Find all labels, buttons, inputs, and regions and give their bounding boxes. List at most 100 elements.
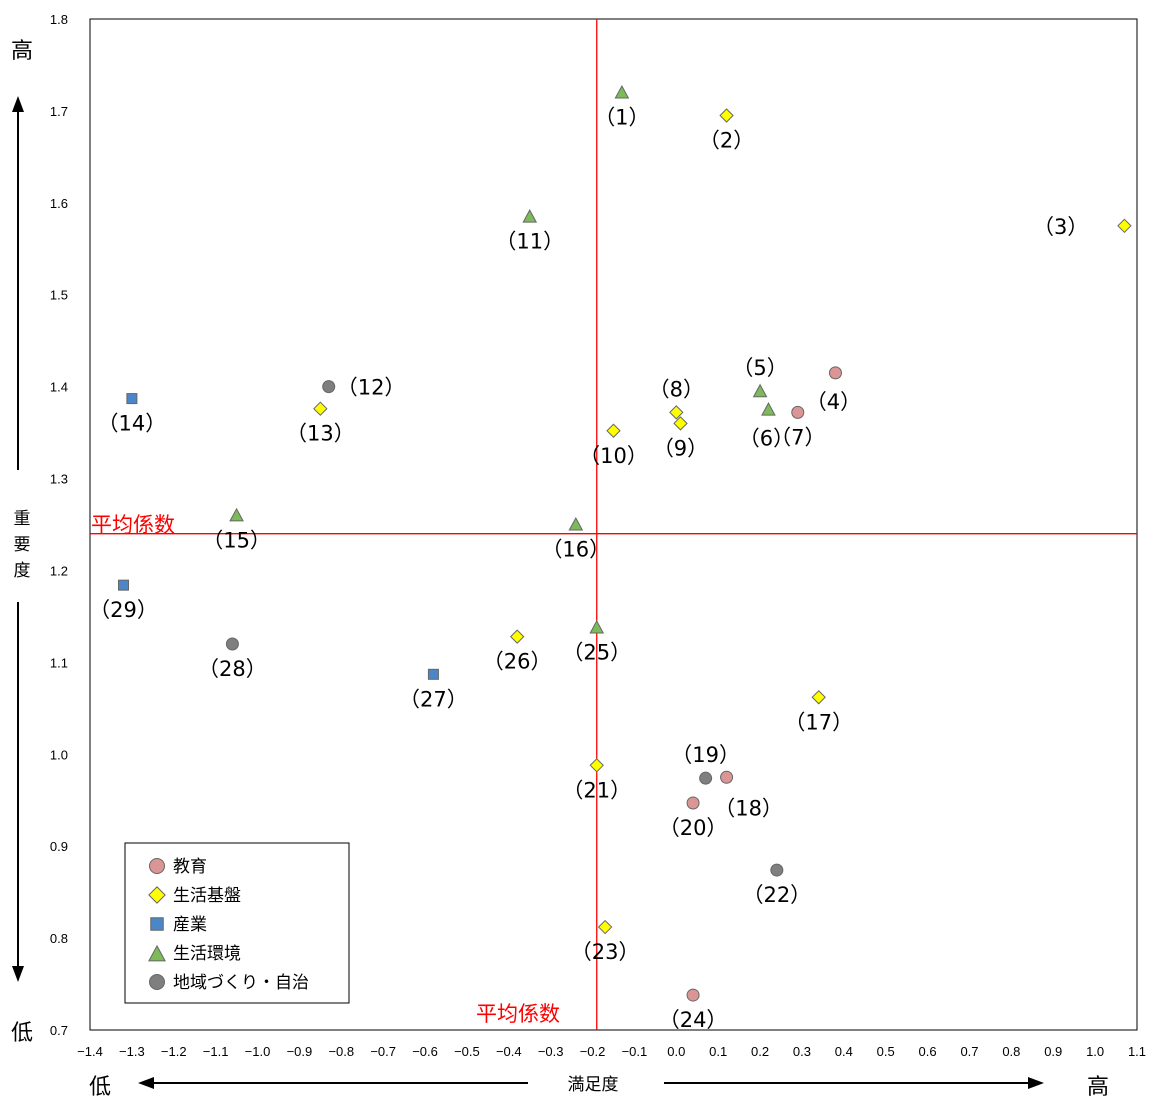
- x-tick-label: −1.0: [245, 1044, 271, 1059]
- data-point: [568, 516, 584, 531]
- point-label: （3）: [1033, 215, 1088, 239]
- x-tick-label: 0.6: [919, 1044, 937, 1059]
- x-tick-label: −0.9: [287, 1044, 313, 1059]
- x-tick-label: −0.6: [412, 1044, 438, 1059]
- point-label: （26）: [483, 650, 552, 674]
- x-tick-label: 0.9: [1044, 1044, 1062, 1059]
- legend-label: 教育: [173, 857, 207, 877]
- point-label: （16）: [541, 538, 610, 562]
- x-axis-right-arrow: [664, 1077, 1044, 1089]
- y-tick-label: 0.9: [50, 839, 68, 854]
- data-point: [522, 209, 538, 223]
- point-label: （25）: [562, 640, 631, 664]
- point-label: （14）: [98, 412, 167, 436]
- point-label: （8）: [649, 377, 704, 401]
- y-tick-label: 0.7: [50, 1023, 68, 1038]
- data-point: [761, 402, 776, 416]
- data-point: [118, 579, 130, 591]
- data-point: [597, 919, 613, 935]
- data-point: [322, 380, 336, 394]
- point-label: （13）: [286, 422, 355, 446]
- x-low-label: 低: [89, 1075, 111, 1099]
- data-point: [752, 383, 768, 398]
- y-axis-title-char: 要: [14, 535, 31, 555]
- data-point: [791, 405, 805, 419]
- point-label: （19）: [671, 743, 740, 767]
- x-tick-label: −1.3: [119, 1044, 145, 1059]
- y-axis-down-arrow: [12, 602, 24, 982]
- data-point: [313, 401, 328, 416]
- legend-label: 地域づくり・自治: [173, 973, 309, 993]
- data-point: [686, 988, 700, 1002]
- plot-frame: [89, 18, 1138, 1031]
- x-tick-label: −0.4: [496, 1044, 522, 1059]
- y-axis-up-arrow: [12, 96, 24, 470]
- point-label: （24）: [659, 1008, 728, 1032]
- x-tick-label: 1.1: [1128, 1044, 1146, 1059]
- legend-label: 産業: [173, 915, 207, 935]
- y-tick-label: 1.8: [50, 12, 68, 27]
- point-label: （10）: [579, 444, 648, 468]
- y-axis-title: 重要度: [14, 509, 31, 581]
- x-tick-label: −0.3: [538, 1044, 564, 1059]
- horizontal-average-label: 平均係数: [91, 513, 175, 537]
- x-tick-label: −1.4: [77, 1044, 103, 1059]
- point-label: （27）: [399, 687, 468, 711]
- data-point: [699, 771, 713, 785]
- point-label: （21）: [562, 778, 631, 802]
- point-label: （6）: [739, 427, 794, 451]
- data-point: [669, 405, 684, 420]
- x-tick-label: 0.1: [709, 1044, 727, 1059]
- x-tick-label: −0.5: [454, 1044, 480, 1059]
- y-tick-label: 1.7: [50, 104, 68, 119]
- x-tick-label: 0.2: [751, 1044, 769, 1059]
- data-point: [614, 84, 630, 99]
- x-high-label: 高: [1087, 1075, 1109, 1099]
- y-axis-title-char: 度: [14, 561, 31, 581]
- x-tick-label: −1.1: [203, 1044, 229, 1059]
- y-tick-label: 1.5: [50, 288, 68, 303]
- point-label: （18）: [714, 796, 783, 820]
- data-point: [589, 619, 605, 634]
- x-tick-label: 0.7: [960, 1044, 978, 1059]
- legend-marker: [149, 974, 165, 990]
- vertical-average-label: 平均係数: [476, 1002, 560, 1026]
- point-label: （4）: [806, 390, 861, 414]
- x-tick-label: −0.2: [580, 1044, 606, 1059]
- legend-label: 生活基盤: [173, 886, 241, 906]
- point-label: （28）: [198, 657, 267, 681]
- data-points: [118, 84, 1132, 1002]
- data-point: [720, 770, 734, 784]
- data-point: [589, 758, 604, 773]
- x-tick-label: −0.1: [622, 1044, 648, 1059]
- point-label: （20）: [659, 816, 728, 840]
- legend-marker: [150, 917, 164, 931]
- point-label: （1）: [594, 106, 649, 130]
- point-label: （2）: [699, 129, 754, 153]
- point-label: （12）: [337, 376, 406, 400]
- y-tick-label: 1.2: [50, 563, 68, 578]
- x-tick-label: 1.0: [1086, 1044, 1104, 1059]
- data-point: [1117, 218, 1132, 234]
- data-point: [719, 108, 734, 123]
- point-label: （7）: [770, 425, 825, 449]
- data-point: [509, 629, 525, 644]
- point-label: （22）: [742, 883, 811, 907]
- data-point: [225, 637, 239, 651]
- x-tick-label: −1.2: [161, 1044, 187, 1059]
- x-axis-left-arrow: [138, 1077, 528, 1089]
- y-tick-label: 0.8: [50, 931, 68, 946]
- x-tick-label: 0.4: [835, 1044, 853, 1059]
- data-point: [229, 507, 244, 522]
- plot-area-border: [89, 18, 1138, 1031]
- point-label: （9）: [653, 436, 708, 460]
- tick-labels: −1.4 −1.3 −1.2 −1.1 −1.0 −0.9 −0.8 −0.7 −0.6 −0.5…: [50, 12, 1146, 1059]
- legend-marker: [149, 858, 165, 874]
- data-point: [673, 416, 688, 431]
- point-label: （15）: [202, 528, 271, 552]
- data-point: [828, 366, 842, 380]
- x-tick-label: 0.3: [793, 1044, 811, 1059]
- legend-label: 生活環境: [173, 944, 241, 964]
